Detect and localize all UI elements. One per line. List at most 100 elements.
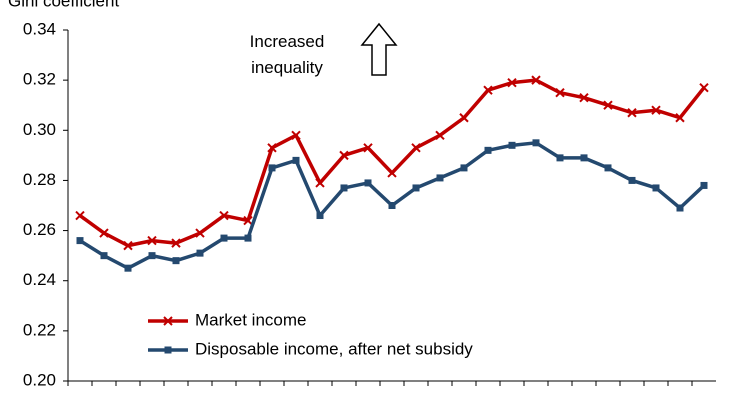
data-point [411,143,421,153]
data-point [220,234,228,242]
data-point [195,228,205,238]
data-point [579,92,589,103]
data-point [316,212,324,220]
marker-x [99,228,109,238]
marker-x [531,75,541,85]
marker-x [627,108,637,118]
data-point [315,178,325,188]
data-point [267,143,277,153]
y-tick-label: 0.28 [23,170,56,189]
marker-x [219,210,229,221]
y-tick-label: 0.20 [23,370,56,389]
data-point [435,130,445,141]
data-point [148,252,156,260]
data-point [412,184,420,192]
data-point [651,105,661,115]
marker-x [411,143,421,153]
data-point [508,141,516,149]
marker-x [163,316,173,326]
data-point [340,184,348,192]
data-point [171,238,181,248]
data-point [100,252,108,260]
marker-x [195,228,205,238]
data-point [652,184,660,192]
data-point [244,234,252,242]
data-point [292,156,300,164]
marker-x [147,235,157,246]
y-tick-label: 0.22 [23,320,56,339]
data-point [460,164,468,172]
marker-x [459,113,469,123]
data-point [459,113,469,123]
data-point [364,179,372,187]
marker-x [555,87,565,98]
data-point [339,150,349,161]
y-tick-label: 0.26 [23,220,56,239]
data-point [627,108,637,118]
y-axis-title: Gini coefficient [8,0,119,10]
data-point [147,235,157,246]
data-point [556,154,564,162]
marker-x [651,105,661,115]
marker-x [75,210,85,221]
data-point [387,168,397,178]
legend-marker [164,346,172,354]
data-point [555,87,565,98]
data-point [699,82,709,93]
marker-x [291,130,301,141]
marker-x [123,240,133,251]
marker-x [579,92,589,103]
data-point [676,204,684,212]
data-point [243,215,253,226]
marker-x [315,178,325,188]
arrow-icon [360,22,398,76]
y-tick-label: 0.34 [23,19,56,38]
data-point [291,130,301,141]
data-point [531,75,541,85]
legend-marker [163,316,173,326]
legend-label: Disposable income, after net subsidy [195,339,473,358]
data-point [628,176,636,184]
y-tick-label: 0.24 [23,270,56,289]
marker-x [507,77,517,88]
data-point [388,202,396,209]
data-point [76,237,84,245]
marker-x [483,85,493,95]
marker-x [339,150,349,161]
data-point [507,77,517,88]
data-point [580,154,588,162]
marker-x [267,143,277,153]
data-point [483,85,493,95]
data-point [436,174,444,182]
data-point [219,210,229,221]
data-point [99,228,109,238]
data-point [75,210,85,221]
y-tick-label: 0.32 [23,70,56,89]
marker-x [171,238,181,248]
data-point [604,164,612,172]
data-point [700,181,708,189]
data-point [484,146,492,154]
marker-x [243,215,253,226]
marker-x [675,113,685,123]
marker-x [699,82,709,93]
data-point [363,143,373,153]
data-point [532,139,540,147]
series-line [78,78,706,248]
data-point [124,264,132,272]
data-point [268,164,276,172]
data-point [675,113,685,123]
marker-x [603,100,613,110]
data-point [123,240,133,251]
legend-label: Market income [195,310,306,329]
data-point [172,257,180,265]
data-point [603,100,613,110]
data-point [196,249,204,257]
y-tick-label: 0.30 [23,120,56,139]
marker-x [435,130,445,141]
marker-x [387,168,397,178]
annotation: Increased inequality [250,32,325,77]
marker-x [363,143,373,153]
